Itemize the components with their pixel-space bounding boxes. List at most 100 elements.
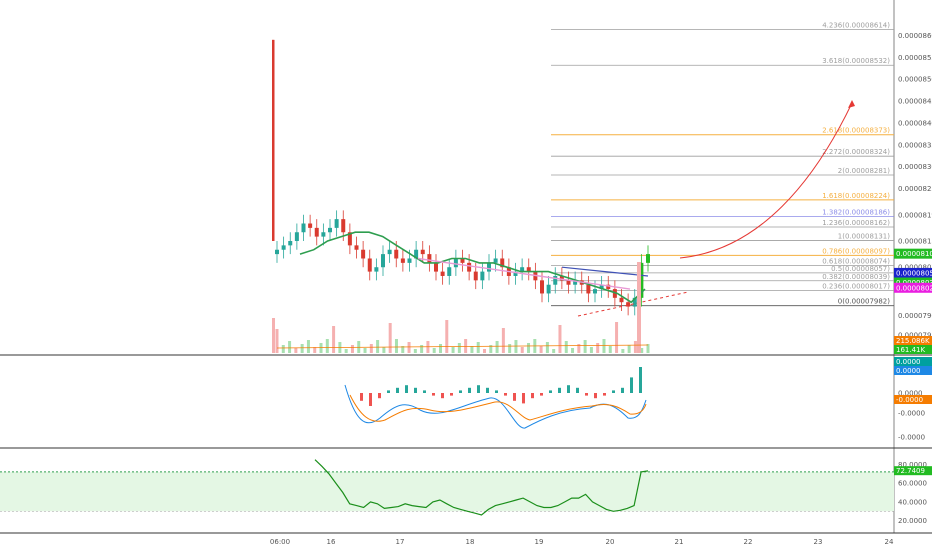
candle-body xyxy=(288,240,293,246)
rsi-y-tick: 20.0000 xyxy=(898,517,927,525)
fib-level-label: 1(0.00008131) xyxy=(838,233,890,241)
volume-bar xyxy=(281,345,285,353)
macd-histogram-bar xyxy=(450,393,453,396)
candle-body xyxy=(434,262,438,272)
candle-body xyxy=(493,258,498,263)
candle-body xyxy=(599,284,604,290)
price-y-tick: 0.00008190 xyxy=(898,211,932,219)
candle-body xyxy=(480,271,485,281)
moving-average-pink-line xyxy=(417,257,631,290)
volume-bar xyxy=(344,349,348,353)
candle-body xyxy=(619,297,624,303)
rsi-y-tick: 40.0000 xyxy=(898,498,927,506)
volume-bar xyxy=(564,341,568,353)
candle-body xyxy=(314,227,319,237)
volume-bar xyxy=(313,347,317,353)
candle-body xyxy=(374,267,379,272)
rsi-y-tick: 80.0000 xyxy=(898,461,927,469)
candle-body xyxy=(626,302,631,307)
fib-level-label: 0(0.00007982) xyxy=(838,298,890,306)
price-y-tick: 0.00008600 xyxy=(898,32,932,40)
macd-histogram-bar xyxy=(486,387,489,393)
candle-body xyxy=(407,258,412,263)
price-badge xyxy=(894,277,932,288)
macd-histogram-bar xyxy=(387,390,390,393)
x-axis-tick: 18 xyxy=(466,538,475,546)
macd-y-tick: -0.0000 xyxy=(898,434,925,442)
macd-badge xyxy=(894,395,932,404)
fib-level-label: 0.786(0.00008097) xyxy=(822,247,890,255)
macd-histogram-bar xyxy=(513,393,516,401)
macd-histogram-bar xyxy=(495,390,498,393)
volume-ma-line xyxy=(276,344,649,349)
candle-body xyxy=(275,249,279,255)
price-y-tick: 0.00008300 xyxy=(898,163,932,171)
x-axis-tick: 16 xyxy=(327,538,336,546)
moving-average-green-line xyxy=(299,231,646,304)
candle-body xyxy=(593,289,597,294)
volume-bar xyxy=(294,348,298,353)
volume-layer xyxy=(272,262,650,353)
volume-bar xyxy=(621,349,625,353)
price-y-tick: 0.00008550 xyxy=(898,54,932,62)
candle-body xyxy=(487,262,491,272)
candle-body xyxy=(586,284,591,294)
fib-layer: 4.236(0.00008614) 3.618(0.00008532) 2.618(… xyxy=(551,21,894,307)
fib-level-label: 1.382(0.00008186) xyxy=(822,209,890,217)
axis-layer: 0.00008600 0.00008550 0.00008500 0.00008450… xyxy=(270,32,932,546)
price-badge xyxy=(894,267,932,278)
price-y-tick: 0.00008250 xyxy=(898,185,932,193)
macd-histogram-bar xyxy=(369,393,372,406)
price-badge xyxy=(894,282,932,293)
macd-histogram-bar xyxy=(531,393,534,399)
candle-body xyxy=(361,249,366,259)
volume-bar xyxy=(589,347,593,353)
candle-body xyxy=(447,267,452,276)
macd-histogram-bar xyxy=(585,393,588,396)
candle-body xyxy=(526,267,531,272)
price-y-tick: 0.00008400 xyxy=(898,119,932,127)
volume-badge-label: 215.086K xyxy=(896,337,930,345)
candle-body xyxy=(566,280,571,285)
candle-body xyxy=(473,271,478,281)
volume-bar xyxy=(545,342,549,353)
price-badge xyxy=(894,248,932,259)
volume-bar xyxy=(508,344,512,353)
rsi-badge xyxy=(894,466,932,476)
price-badge-label: 0.00008057 xyxy=(896,269,932,277)
macd-histogram-bar xyxy=(378,393,381,399)
candle-body xyxy=(573,280,578,285)
macd-histogram-bar xyxy=(549,390,552,393)
support-trendline xyxy=(577,291,689,317)
macd-histogram-bar xyxy=(558,387,561,393)
candle-body xyxy=(632,297,637,307)
price-badge-label: 0.00008023 xyxy=(896,284,932,292)
macd-histogram-bar xyxy=(612,390,615,393)
candle-body xyxy=(553,275,558,285)
volume-bar xyxy=(615,322,619,353)
macd-histogram-bar xyxy=(459,390,462,393)
projection-arrow-curve xyxy=(679,102,853,259)
volume-badge xyxy=(894,345,932,354)
volume-bar xyxy=(527,343,531,353)
volume-bar xyxy=(369,344,373,353)
candle-body xyxy=(467,262,472,272)
volume-bar xyxy=(571,348,575,353)
candle-body xyxy=(453,258,458,268)
volume-bar xyxy=(420,345,424,353)
macd-histogram-bar xyxy=(441,393,444,399)
candle-body xyxy=(520,267,525,272)
candle-body xyxy=(420,249,425,255)
volume-bar xyxy=(363,348,367,353)
volume-bar xyxy=(275,329,279,353)
candle-body xyxy=(308,223,313,228)
volume-bar xyxy=(596,343,600,353)
x-axis-tick: 20 xyxy=(606,538,615,546)
volume-bar xyxy=(470,346,474,353)
macd-histogram-bar xyxy=(360,393,363,401)
volume-bar xyxy=(583,340,587,353)
projection-arrow-head xyxy=(848,100,855,108)
price-y-tick: 0.00008070 xyxy=(898,264,932,272)
macd-y-tick: 0.0000 xyxy=(898,390,923,398)
macd-histogram-bar xyxy=(477,385,480,393)
